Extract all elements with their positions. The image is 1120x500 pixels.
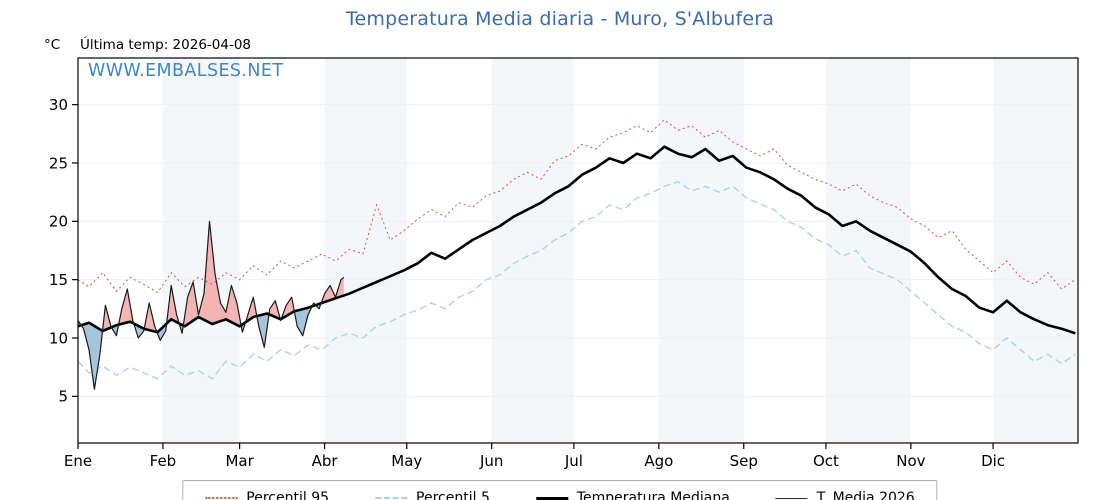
svg-text:Ago: Ago: [644, 452, 673, 470]
percentil-95-line-sample-icon: [205, 497, 238, 499]
legend-label: Percentil 5: [416, 490, 490, 500]
legend-label: Temperatura Mediana: [576, 490, 730, 500]
svg-text:Sep: Sep: [730, 452, 758, 470]
legend-item-percentil-95: Percentil 95: [205, 490, 329, 500]
svg-text:10: 10: [49, 329, 68, 347]
svg-text:Oct: Oct: [813, 452, 839, 470]
svg-text:5: 5: [58, 388, 68, 406]
svg-text:Ene: Ene: [64, 452, 92, 470]
watermark-text: WWW.EMBALSES.NET: [88, 61, 284, 81]
svg-text:Jun: Jun: [479, 452, 503, 470]
legend-item-t-media-2026: T. Media 2026: [775, 490, 915, 500]
svg-text:Dic: Dic: [981, 452, 1005, 470]
legend-label: Percentil 95: [246, 490, 330, 500]
legend-item-percentil-5: Percentil 5: [375, 490, 490, 500]
svg-text:Jul: Jul: [564, 452, 583, 470]
svg-text:20: 20: [49, 213, 68, 231]
chart-title: Temperatura Media diaria - Muro, S'Albuf…: [345, 8, 775, 30]
svg-text:Mar: Mar: [225, 452, 254, 470]
svg-text:30: 30: [49, 96, 68, 114]
svg-text:Nov: Nov: [896, 452, 925, 470]
chart-legend: Percentil 95 Percentil 5 Temperatura Med…: [182, 480, 938, 500]
percentil-5-line-sample-icon: [375, 497, 408, 499]
last-temp-label: Última temp: 2026-04-08: [80, 37, 252, 53]
legend-label: T. Media 2026: [816, 490, 915, 500]
mediana-line-sample-icon: [535, 496, 568, 500]
y-axis-unit-label: °C: [44, 37, 61, 53]
legend-item-mediana: Temperatura Mediana: [535, 490, 730, 500]
t-media-2026-line-sample-icon: [775, 497, 808, 499]
svg-text:Feb: Feb: [150, 452, 177, 470]
svg-text:Abr: Abr: [312, 452, 339, 470]
svg-text:May: May: [391, 452, 422, 470]
svg-text:15: 15: [49, 271, 68, 289]
svg-text:25: 25: [49, 154, 68, 172]
